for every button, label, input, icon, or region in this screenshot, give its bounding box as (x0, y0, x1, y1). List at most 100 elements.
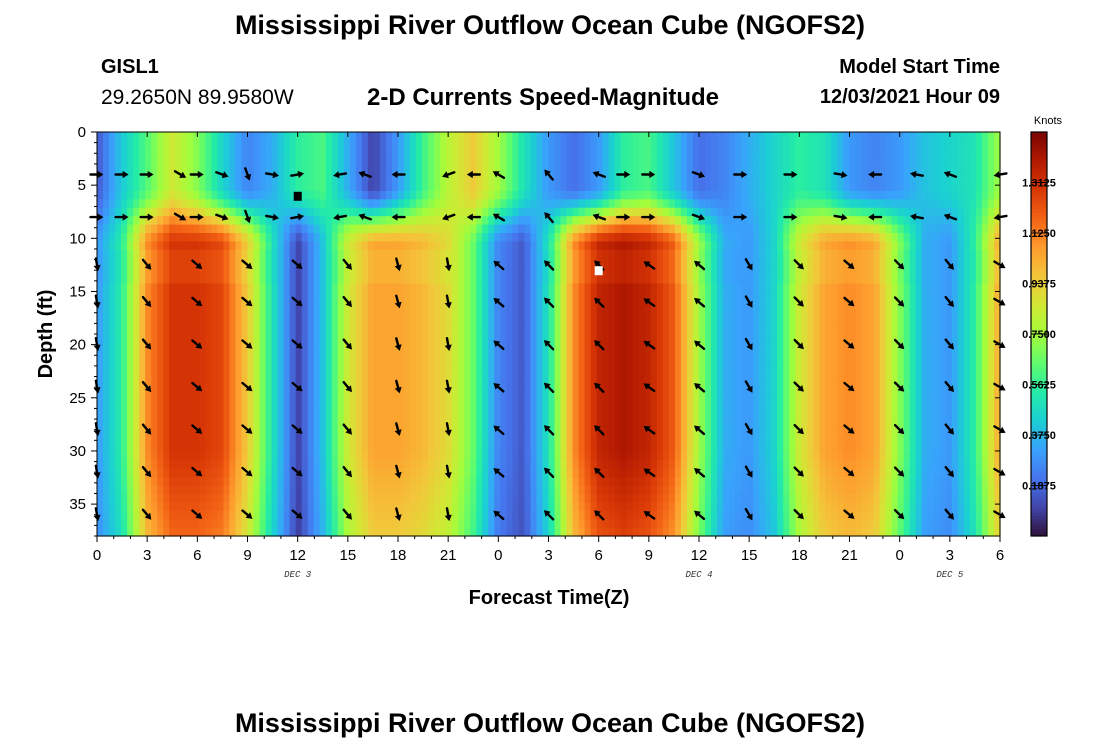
heatmap-cell (355, 216, 363, 226)
heatmap-cell (620, 308, 628, 318)
heatmap-cell (602, 249, 610, 259)
heatmap-cell (277, 350, 285, 360)
heatmap-cell (235, 460, 243, 470)
heatmap-cell (608, 392, 616, 402)
heatmap-cell (482, 409, 489, 419)
heatmap-cell (674, 477, 682, 487)
heatmap-cell (686, 224, 694, 234)
heatmap-cell (109, 485, 116, 495)
heatmap-cell (428, 241, 435, 251)
heatmap-cell (175, 291, 182, 301)
heatmap-cell (548, 233, 556, 243)
heatmap-cell (223, 334, 231, 344)
heatmap-cell (668, 502, 676, 512)
heatmap-cell (313, 224, 321, 234)
heatmap-cell (512, 148, 519, 158)
heatmap-cell (181, 241, 188, 251)
heatmap-cell (512, 502, 519, 512)
heatmap-cell (440, 468, 447, 478)
heatmap-cell (175, 224, 182, 234)
heatmap-cell (271, 291, 279, 301)
heatmap-cell (295, 519, 303, 529)
heatmap-cell (331, 283, 339, 293)
heatmap-cell (638, 468, 646, 478)
heatmap-cell (458, 308, 465, 318)
heatmap-cell (97, 182, 104, 192)
heatmap-cell (199, 216, 206, 226)
heatmap-cell (199, 510, 206, 520)
heatmap-cell (554, 174, 562, 184)
heatmap-cell (325, 359, 333, 369)
heatmap-cell (524, 233, 532, 243)
heatmap-cell (506, 275, 513, 285)
heatmap-cell (169, 392, 176, 402)
heatmap-cell (145, 334, 152, 344)
heatmap-cell (331, 207, 339, 217)
heatmap-cell (518, 258, 526, 268)
heatmap-cell (638, 258, 646, 268)
heatmap-cell (193, 334, 200, 344)
heatmap-cell (482, 190, 489, 200)
heatmap-cell (193, 460, 200, 470)
heatmap-cell (404, 460, 411, 470)
heatmap-cell (127, 308, 134, 318)
heatmap-cell (530, 502, 538, 512)
heatmap-cell (699, 233, 706, 243)
heatmap-cell (440, 148, 447, 158)
heatmap-cell (452, 140, 459, 150)
heatmap-cell (440, 266, 447, 276)
heatmap-cell (265, 334, 273, 344)
station-coordinates: 29.2650N 89.9580W (101, 86, 294, 109)
heatmap-cell (223, 291, 231, 301)
heatmap-cell (602, 418, 610, 428)
heatmap-cell (115, 190, 122, 200)
heatmap-cell (241, 190, 249, 200)
heatmap-cell (530, 233, 538, 243)
heatmap-cell (325, 510, 333, 520)
heatmap-cell (127, 350, 134, 360)
heatmap-cell (494, 376, 501, 386)
heatmap-cell (608, 435, 616, 445)
heatmap-cell (241, 224, 249, 234)
heatmap-cell (331, 376, 339, 386)
heatmap-cell (644, 140, 652, 150)
heatmap-cell (355, 527, 363, 537)
heatmap-cell (103, 392, 110, 402)
heatmap-cell (662, 426, 670, 436)
heatmap-cell (578, 182, 586, 192)
heatmap-cell (259, 174, 267, 184)
heatmap-cell (103, 174, 110, 184)
heatmap-cell (711, 384, 718, 394)
heatmap-cell (391, 275, 399, 285)
heatmap-cell (560, 317, 568, 327)
heatmap-cell (548, 182, 556, 192)
heatmap-cell (181, 493, 188, 503)
heatmap-cell (343, 216, 351, 226)
heatmap-cell (692, 485, 700, 495)
heatmap-cell (440, 241, 447, 251)
heatmap-cell (229, 493, 237, 503)
heatmap-cell (115, 182, 122, 192)
heatmap-cell (253, 435, 261, 445)
heatmap-cell (404, 485, 411, 495)
heatmap-cell (674, 300, 682, 310)
heatmap-cell (151, 325, 158, 335)
heatmap-cell (596, 140, 604, 150)
heatmap-cell (361, 291, 369, 301)
heatmap-cell (157, 409, 164, 419)
heatmap-cell (169, 409, 176, 419)
heatmap-cell (680, 392, 688, 402)
heatmap-cell (253, 207, 261, 217)
heatmap-cell (253, 342, 261, 352)
heatmap-cell (343, 451, 351, 461)
heatmap-cell (349, 140, 357, 150)
heatmap-cell (115, 376, 122, 386)
heatmap-cell (530, 342, 538, 352)
heatmap-cell (187, 376, 194, 386)
heatmap-cell (464, 249, 471, 259)
heatmap-cell (524, 334, 532, 344)
heatmap-cell (542, 527, 550, 537)
heatmap-cell (385, 249, 393, 259)
heatmap-cell (259, 384, 267, 394)
heatmap-cell (554, 401, 562, 411)
